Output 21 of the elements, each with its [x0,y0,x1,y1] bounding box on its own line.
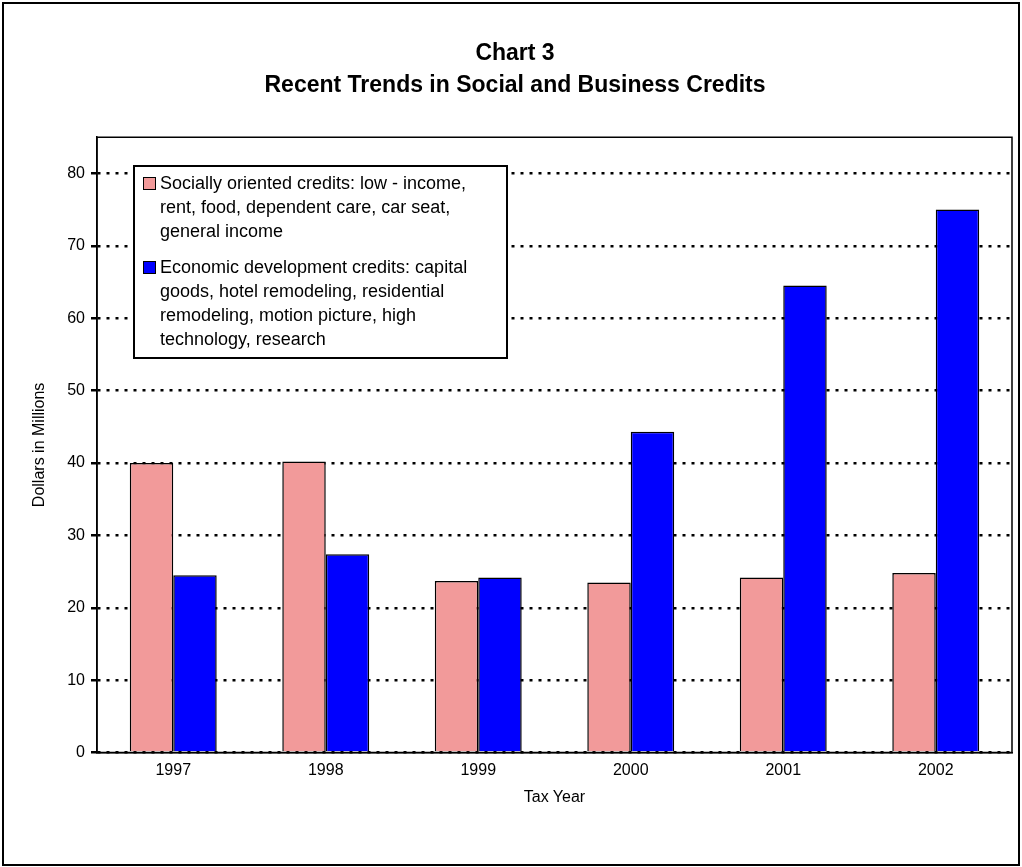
x-tick-label: 2001 [765,760,802,778]
y-tick-label: 30 [67,525,86,543]
legend-label: Socially oriented credits: low - income, rent, food, dependent care, car seat, general income [159,172,468,244]
x-axis-title: Tax Year [523,787,586,805]
y-tick-label: 70 [67,236,86,254]
x-tick-label: 1997 [155,760,192,778]
x-tick-label: 1998 [307,760,344,778]
y-tick-label: 50 [67,381,86,399]
y-tick-label: 40 [67,453,86,471]
y-tick-label: 60 [67,308,86,326]
chart-subtitle: Recent Trends in Social and Business Credits [264,70,766,97]
y-tick-label: 0 [76,743,86,761]
y-tick-label: 20 [67,598,86,616]
chart-title: Chart 3 [475,39,555,66]
y-tick-label: 10 [67,670,86,688]
x-tick-label: 2000 [612,760,649,778]
legend-label: Economic development credits: capital goods, hotel remodeling, residential remodeling, motion picture, high technology, research [159,256,469,352]
x-tick-label: 1999 [460,760,497,778]
x-tick-label: 2002 [917,760,954,778]
y-tick-label: 80 [67,163,86,181]
y-axis-title: Dollars in Millions [30,382,48,508]
